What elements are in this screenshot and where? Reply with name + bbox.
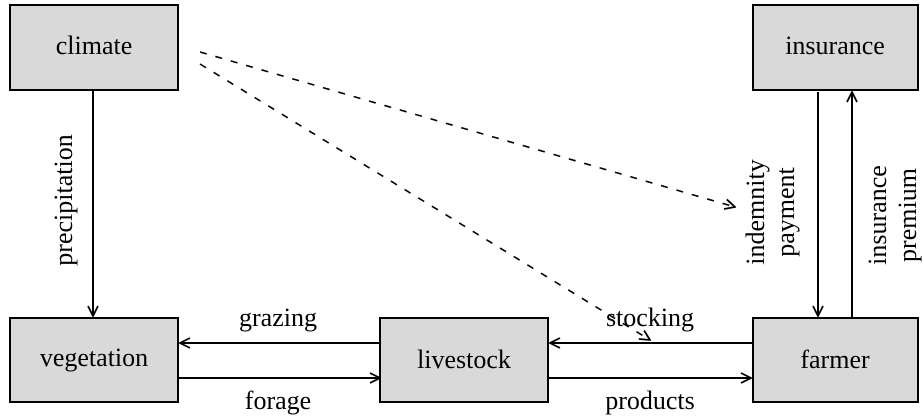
node-label: insurance xyxy=(785,31,885,60)
edge-label: insurance xyxy=(863,165,892,265)
dashed-arrow xyxy=(199,51,735,207)
dashed-arrow xyxy=(199,63,650,340)
node-box xyxy=(9,4,179,91)
node-label: vegetation xyxy=(40,343,148,372)
edge-label: payment xyxy=(771,166,800,256)
edge-label: precipitation xyxy=(49,134,78,265)
node-label: climate xyxy=(56,31,133,60)
edge-label: grazing xyxy=(239,303,317,332)
node-label: livestock xyxy=(417,345,511,374)
edge-label: products xyxy=(605,386,695,415)
edge-label: forage xyxy=(245,386,311,415)
edge-label: stocking xyxy=(606,303,694,332)
node-box xyxy=(9,317,179,403)
node-box xyxy=(752,4,919,91)
node-box xyxy=(752,317,919,403)
edge-label: premium xyxy=(893,168,922,262)
node-label: farmer xyxy=(800,345,870,374)
node-box xyxy=(379,317,549,403)
edge-label: indemnity xyxy=(741,159,770,264)
